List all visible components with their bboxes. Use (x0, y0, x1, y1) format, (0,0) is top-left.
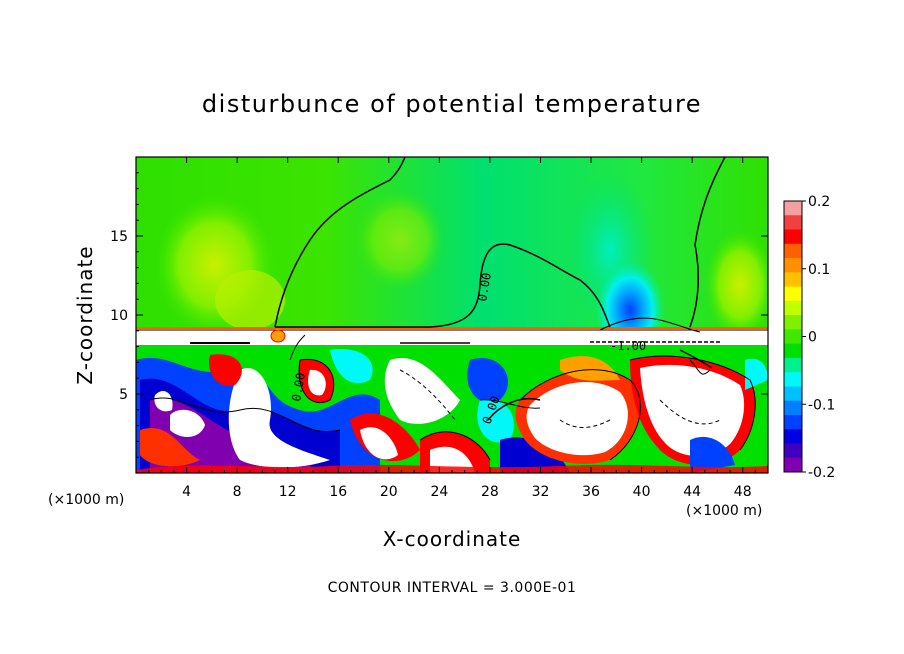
field-blob (355, 190, 445, 290)
contour-line (487, 398, 541, 421)
y-axis-title: Z-coordinate (73, 245, 97, 384)
contour-interval-note: CONTOUR INTERVAL = 3.000E-01 (328, 580, 577, 596)
x-axis-title: X-coordinate (383, 527, 522, 551)
x-tick-label: 32 (532, 484, 550, 500)
colorbar-tick-label: 0 (808, 330, 817, 346)
colorbar: 0.2 0.1 0 -0.1 -0.2 (783, 194, 835, 481)
x-tick-label: 40 (633, 484, 651, 500)
contour-line (274, 157, 406, 328)
x-tick-label: 12 (279, 484, 297, 500)
colorbar-swatch (784, 215, 802, 231)
colorbar-swatch (784, 300, 802, 316)
plot-area: 0.00 0.00 -1.00 0.00 (136, 157, 768, 473)
x-tick-label: 20 (380, 484, 398, 500)
contour-line (289, 334, 306, 361)
x-tick-label: 44 (683, 484, 701, 500)
contour-label: 0.00 (289, 372, 308, 403)
colorbar-swatch (784, 414, 802, 430)
colorbar-swatch (784, 343, 802, 359)
colorbar-tick-label: 0.2 (808, 194, 830, 210)
field-blob (215, 270, 285, 330)
contour-label: 0.00 (475, 272, 494, 303)
x-unit-left: (×1000 m) (48, 492, 124, 508)
z-tick-label: 5 (119, 387, 128, 403)
colorbar-swatch (784, 457, 802, 473)
x-tick-label: 8 (233, 484, 242, 500)
x-tick-label: 4 (182, 484, 191, 500)
colorbar-tick-label: 0.1 (808, 262, 830, 278)
z-tick-label: 15 (110, 229, 128, 245)
colorbar-swatch (784, 329, 802, 345)
colorbar-swatch (784, 400, 802, 416)
colorbar-swatch (784, 386, 802, 402)
colorbar-swatch (784, 243, 802, 259)
colorbar-swatch (784, 357, 802, 373)
colorbar-tick-label: -0.2 (808, 465, 835, 481)
colorbar-swatch (784, 429, 802, 444)
x-tick-label: 16 (329, 484, 347, 500)
x-axis: 4 8 12 16 20 24 28 32 36 40 44 48 (148, 157, 756, 500)
contour-line (599, 317, 701, 333)
colorbar-swatch (784, 372, 802, 387)
colorbar-swatch (784, 315, 802, 330)
colorbar-tick-label: -0.1 (808, 397, 835, 413)
colorbar-swatch (784, 286, 802, 302)
contour-label: -1.00 (610, 339, 646, 353)
colorbar-swatch (784, 272, 802, 288)
contour-line (689, 157, 726, 328)
band-blob (270, 329, 286, 343)
x-tick-label: 28 (481, 484, 499, 500)
contour-line (679, 349, 713, 369)
z-axis: 5 10 15 (110, 172, 768, 458)
contour-line (275, 243, 611, 328)
colorbar-swatch (784, 258, 802, 273)
x-unit-right: (×1000 m) (686, 503, 762, 519)
z-tick-label: 10 (110, 308, 128, 324)
lower-field (136, 345, 768, 473)
x-tick-label: 24 (430, 484, 448, 500)
x-tick-label: 36 (582, 484, 600, 500)
colorbar-swatch (784, 443, 802, 459)
x-tick-label: 48 (734, 484, 752, 500)
chart-title: disturbunce of potential temperature (202, 90, 702, 118)
field-blob (705, 230, 768, 340)
colorbar-swatch (784, 229, 802, 245)
colorbar-swatch (784, 201, 802, 216)
